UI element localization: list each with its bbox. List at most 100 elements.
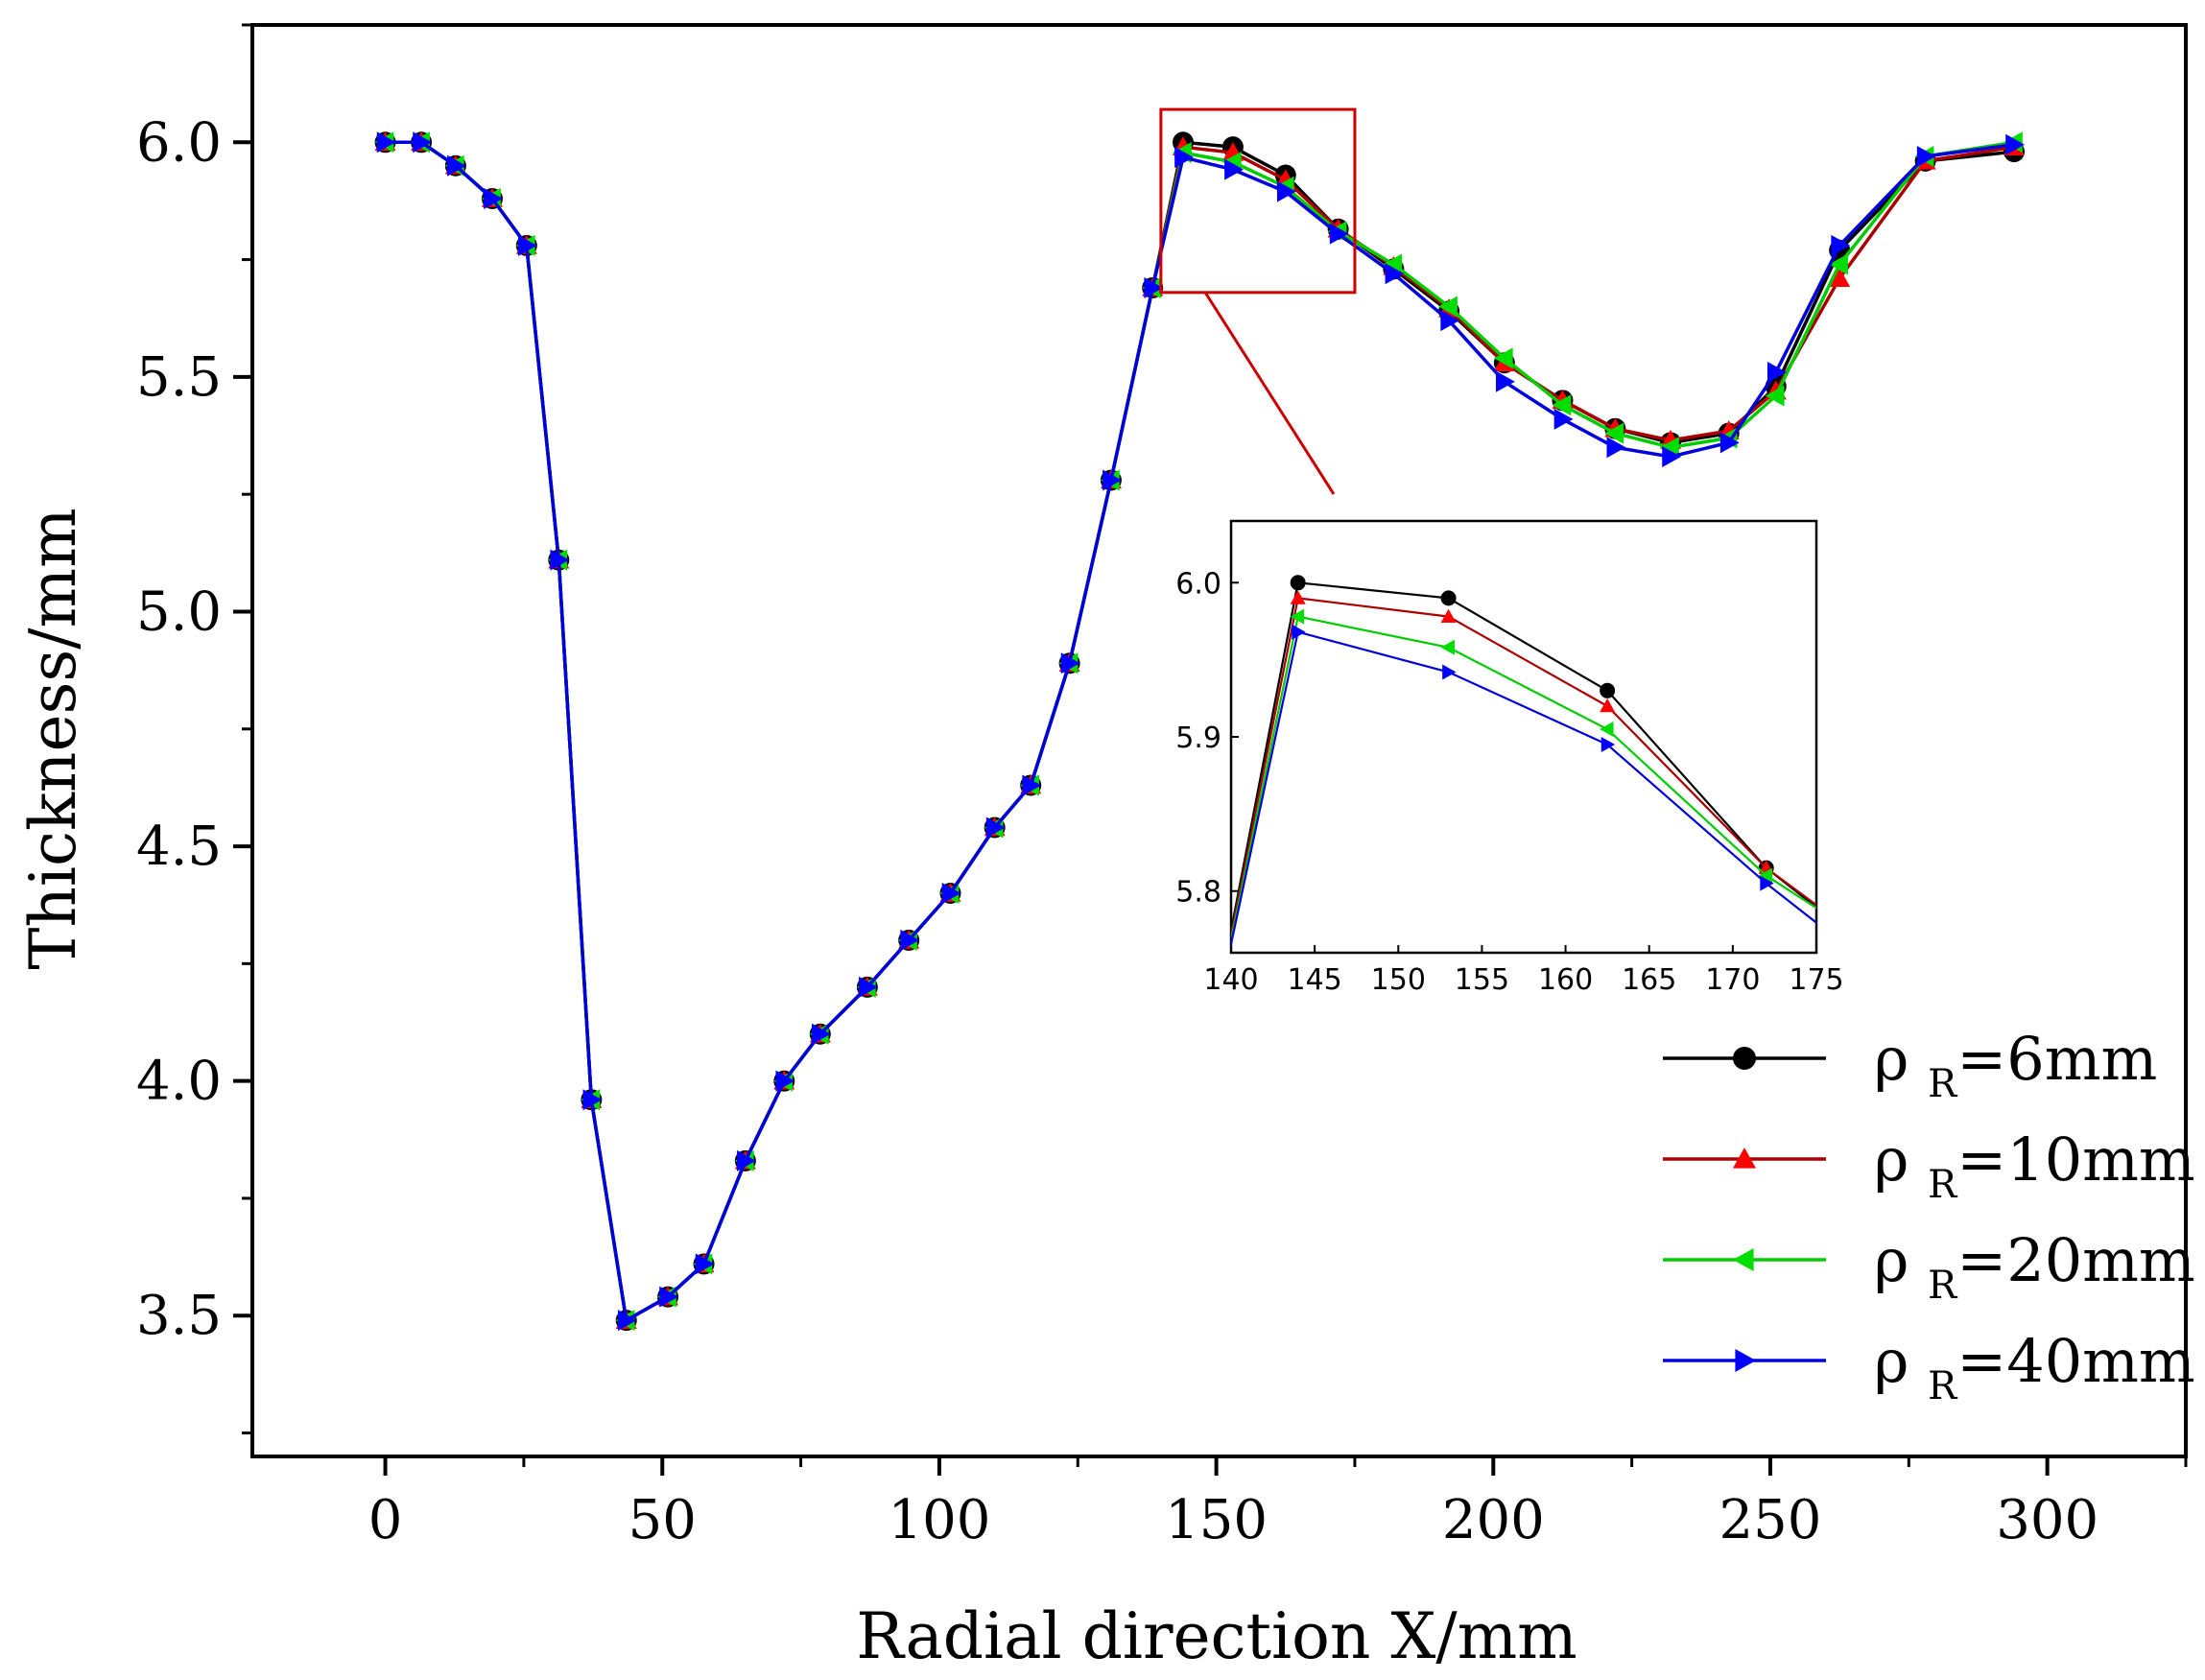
- x-tick-label: 0: [368, 1489, 403, 1551]
- legend-symbol: ρ: [1874, 1024, 1928, 1094]
- legend-entry: ρ R=20mm: [1663, 1225, 2195, 1308]
- data-point: [985, 816, 1006, 839]
- data-point: [1606, 437, 1626, 459]
- inset-x-tick-label: 165: [1622, 963, 1676, 997]
- data-point: [695, 1253, 715, 1275]
- inset-data-point: [1440, 590, 1457, 606]
- data-point: [900, 929, 920, 951]
- data-point: [1496, 370, 1515, 392]
- legend-subscript: R: [1928, 1062, 1958, 1106]
- inset-y-tick-label: 5.8: [1175, 876, 1221, 910]
- y-tick-label: 4.0: [136, 1051, 222, 1113]
- legend-marker: [1735, 1349, 1756, 1372]
- data-point: [1060, 652, 1080, 674]
- legend-symbol: ρ: [1874, 1326, 1928, 1396]
- data-point: [659, 1286, 679, 1308]
- inset-x-tick-label: 155: [1455, 963, 1509, 997]
- y-tick-label: 4.5: [136, 816, 222, 878]
- data-point: [775, 1070, 795, 1092]
- x-tick-label: 300: [1996, 1489, 2098, 1551]
- x-tick-label: 50: [628, 1489, 697, 1551]
- data-point: [941, 882, 961, 904]
- legend-marker: [1733, 1248, 1754, 1271]
- inset-x-tick-label: 160: [1538, 963, 1593, 997]
- inset-y-tick-label: 6.0: [1175, 567, 1221, 601]
- main-plot-area: [374, 131, 2026, 1332]
- data-point: [1552, 394, 1572, 416]
- inset-data-point: [1600, 721, 1614, 737]
- inset-frame: [1229, 519, 1818, 955]
- data-point: [1766, 361, 1787, 383]
- x-tick-label: 200: [1442, 1489, 1545, 1551]
- legend-symbol: ρ: [1874, 1124, 1928, 1195]
- data-point: [1660, 437, 1679, 459]
- inset-data-point: [1290, 575, 1306, 591]
- data-point: [811, 1023, 831, 1045]
- legend-value: =6mm: [1956, 1024, 2157, 1094]
- inset-data-point: [1600, 682, 1616, 698]
- inset-data-point: [1440, 608, 1457, 624]
- legend-entry: ρ R=10mm: [1663, 1124, 2195, 1207]
- inset-series-group: [1231, 575, 1816, 950]
- data-point: [1385, 263, 1405, 285]
- inset-x-tick-label: 145: [1288, 963, 1342, 997]
- inset-x-tick-label: 175: [1789, 963, 1843, 997]
- data-point: [1224, 158, 1244, 180]
- inset-x-tick-label: 150: [1371, 963, 1426, 997]
- inset-data-point: [1290, 590, 1306, 604]
- data-point: [1829, 253, 1848, 275]
- main-axes: 0 50 100 150 200 250 300 3.5 4.0 4.5 5.0 5.5 6.0: [136, 23, 2188, 1551]
- y-tick-label: 6.0: [136, 111, 222, 174]
- zoom-connector-line: [1203, 292, 1336, 495]
- data-point: [1553, 408, 1574, 430]
- legend-marker: [1733, 1047, 1756, 1070]
- legend-value: =20mm: [1956, 1225, 2194, 1295]
- data-point: [550, 549, 570, 571]
- legend-marker: [1733, 1148, 1756, 1169]
- inset-data-point: [1760, 875, 1774, 891]
- legend-label: ρ R=40mm: [1874, 1326, 2195, 1408]
- inset-data-point: [1600, 737, 1616, 753]
- legend-value: =40mm: [1956, 1326, 2194, 1396]
- inset-x-tick-label: 140: [1203, 963, 1258, 997]
- data-point: [2005, 133, 2026, 155]
- data-point: [1174, 146, 1194, 168]
- data-point: [1831, 234, 1851, 256]
- x-tick-label: 250: [1719, 1489, 1822, 1551]
- inset-x-tick-label: 170: [1705, 963, 1760, 997]
- data-point: [617, 1310, 637, 1332]
- legend-label: ρ R=10mm: [1874, 1124, 2195, 1207]
- data-point: [1604, 422, 1624, 444]
- data-point: [517, 234, 537, 256]
- legend-subscript: R: [1928, 1264, 1958, 1308]
- legend-label: ρ R=20mm: [1874, 1225, 2195, 1308]
- inset-zoom-chart: 140 145 150 155 160 165 170 175 5.8 5.9 6.0: [1175, 519, 1844, 997]
- legend-entry: ρ R=40mm: [1663, 1326, 2195, 1408]
- y-axis-title: Thickness/mm: [16, 508, 90, 969]
- data-point: [859, 976, 878, 998]
- data-point: [1144, 276, 1164, 298]
- data-point: [1329, 223, 1349, 245]
- data-point: [1719, 432, 1740, 454]
- data-point: [1829, 268, 1851, 287]
- inset-data-point: [1290, 608, 1305, 625]
- data-point: [1022, 774, 1042, 796]
- data-point: [447, 154, 466, 177]
- x-axis-title: Radial direction X/mm: [856, 1599, 1577, 1673]
- y-tick-label: 5.0: [136, 580, 222, 643]
- data-point: [1102, 469, 1122, 491]
- data-point: [484, 187, 503, 209]
- y-tick-label: 3.5: [136, 1285, 222, 1347]
- zoom-rectangle: [1159, 107, 1357, 295]
- data-point: [1440, 310, 1460, 332]
- legend-label: ρ R=6mm: [1874, 1024, 2157, 1106]
- legend-subscript: R: [1928, 1364, 1958, 1408]
- legend-symbol: ρ: [1874, 1225, 1928, 1295]
- inset-data-point: [1758, 867, 1773, 884]
- data-point: [1276, 180, 1296, 202]
- series-line: [385, 140, 2015, 1322]
- series-40mm: [376, 131, 2026, 1332]
